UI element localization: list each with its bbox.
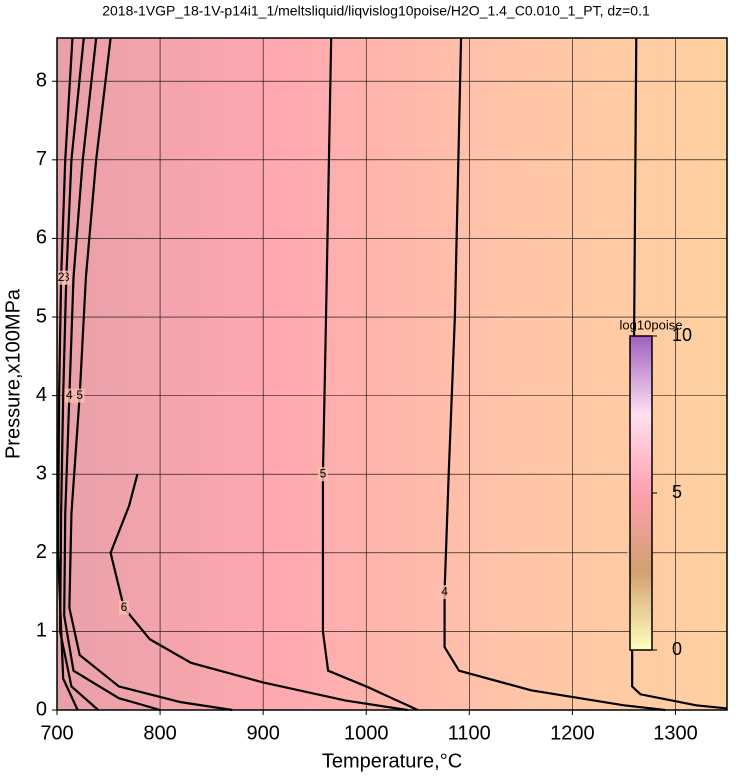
y-tick-label: 2 [36, 541, 47, 563]
x-tick-label: 700 [40, 722, 73, 744]
contour-label: 2 [58, 270, 65, 284]
contour-label: 4 [66, 388, 73, 402]
contour-label-bg [74, 388, 85, 403]
contour-line [443, 37, 666, 712]
contour-label: 5 [76, 388, 83, 402]
x-tick-label: 900 [246, 722, 279, 744]
x-tick-label: 1100 [448, 722, 491, 744]
x-tick-label: 1300 [653, 722, 698, 744]
contour-line [63, 37, 161, 712]
chart-title: 2018-1VGP_18-1V-p14i1_1/meltsliquid/liqv… [102, 3, 650, 19]
contour-label-bg [61, 270, 72, 285]
y-tick-label: 6 [36, 227, 47, 249]
colorbar [629, 335, 653, 651]
contour-label: 3 [63, 270, 70, 284]
x-tick-label: 800 [143, 722, 176, 744]
contour-label: 4 [441, 584, 448, 598]
contour-line [58, 37, 99, 711]
y-tick-label: 5 [36, 305, 47, 327]
contour-line [321, 37, 419, 712]
contour-label: 6 [121, 600, 128, 614]
y-tick-label: 3 [36, 462, 47, 484]
contour-line [56, 37, 79, 711]
contour-line [109, 473, 408, 712]
contour-label: 5 [320, 466, 327, 480]
y-tick-label: 8 [36, 70, 47, 92]
y-tick-label: 1 [36, 620, 47, 642]
colorbar-tick-label: 5 [672, 482, 682, 502]
contour-label-bg [56, 270, 67, 285]
contour-label-bg [119, 600, 129, 615]
contour-label-bg [64, 388, 75, 403]
contour-label-bg [439, 585, 450, 600]
plot-area [57, 38, 727, 710]
colorbar-tick-label: 10 [672, 325, 692, 345]
y-tick-label: 7 [36, 148, 47, 170]
x-tick-label: 1200 [550, 722, 595, 744]
contour-line [631, 37, 728, 710]
colorbar-tick-label: 0 [672, 639, 682, 659]
y-axis-label: Pressure,x100MPa [2, 288, 24, 459]
contour-label-bg [317, 467, 328, 482]
colorbar-label: log10poise [620, 317, 683, 332]
x-axis-label: Temperature,°C [322, 750, 462, 772]
contour-line [68, 37, 233, 712]
y-tick-label: 0 [36, 698, 47, 720]
y-tick-label: 4 [36, 384, 47, 406]
x-tick-label: 1000 [344, 722, 389, 744]
plot-frame [56, 37, 728, 711]
